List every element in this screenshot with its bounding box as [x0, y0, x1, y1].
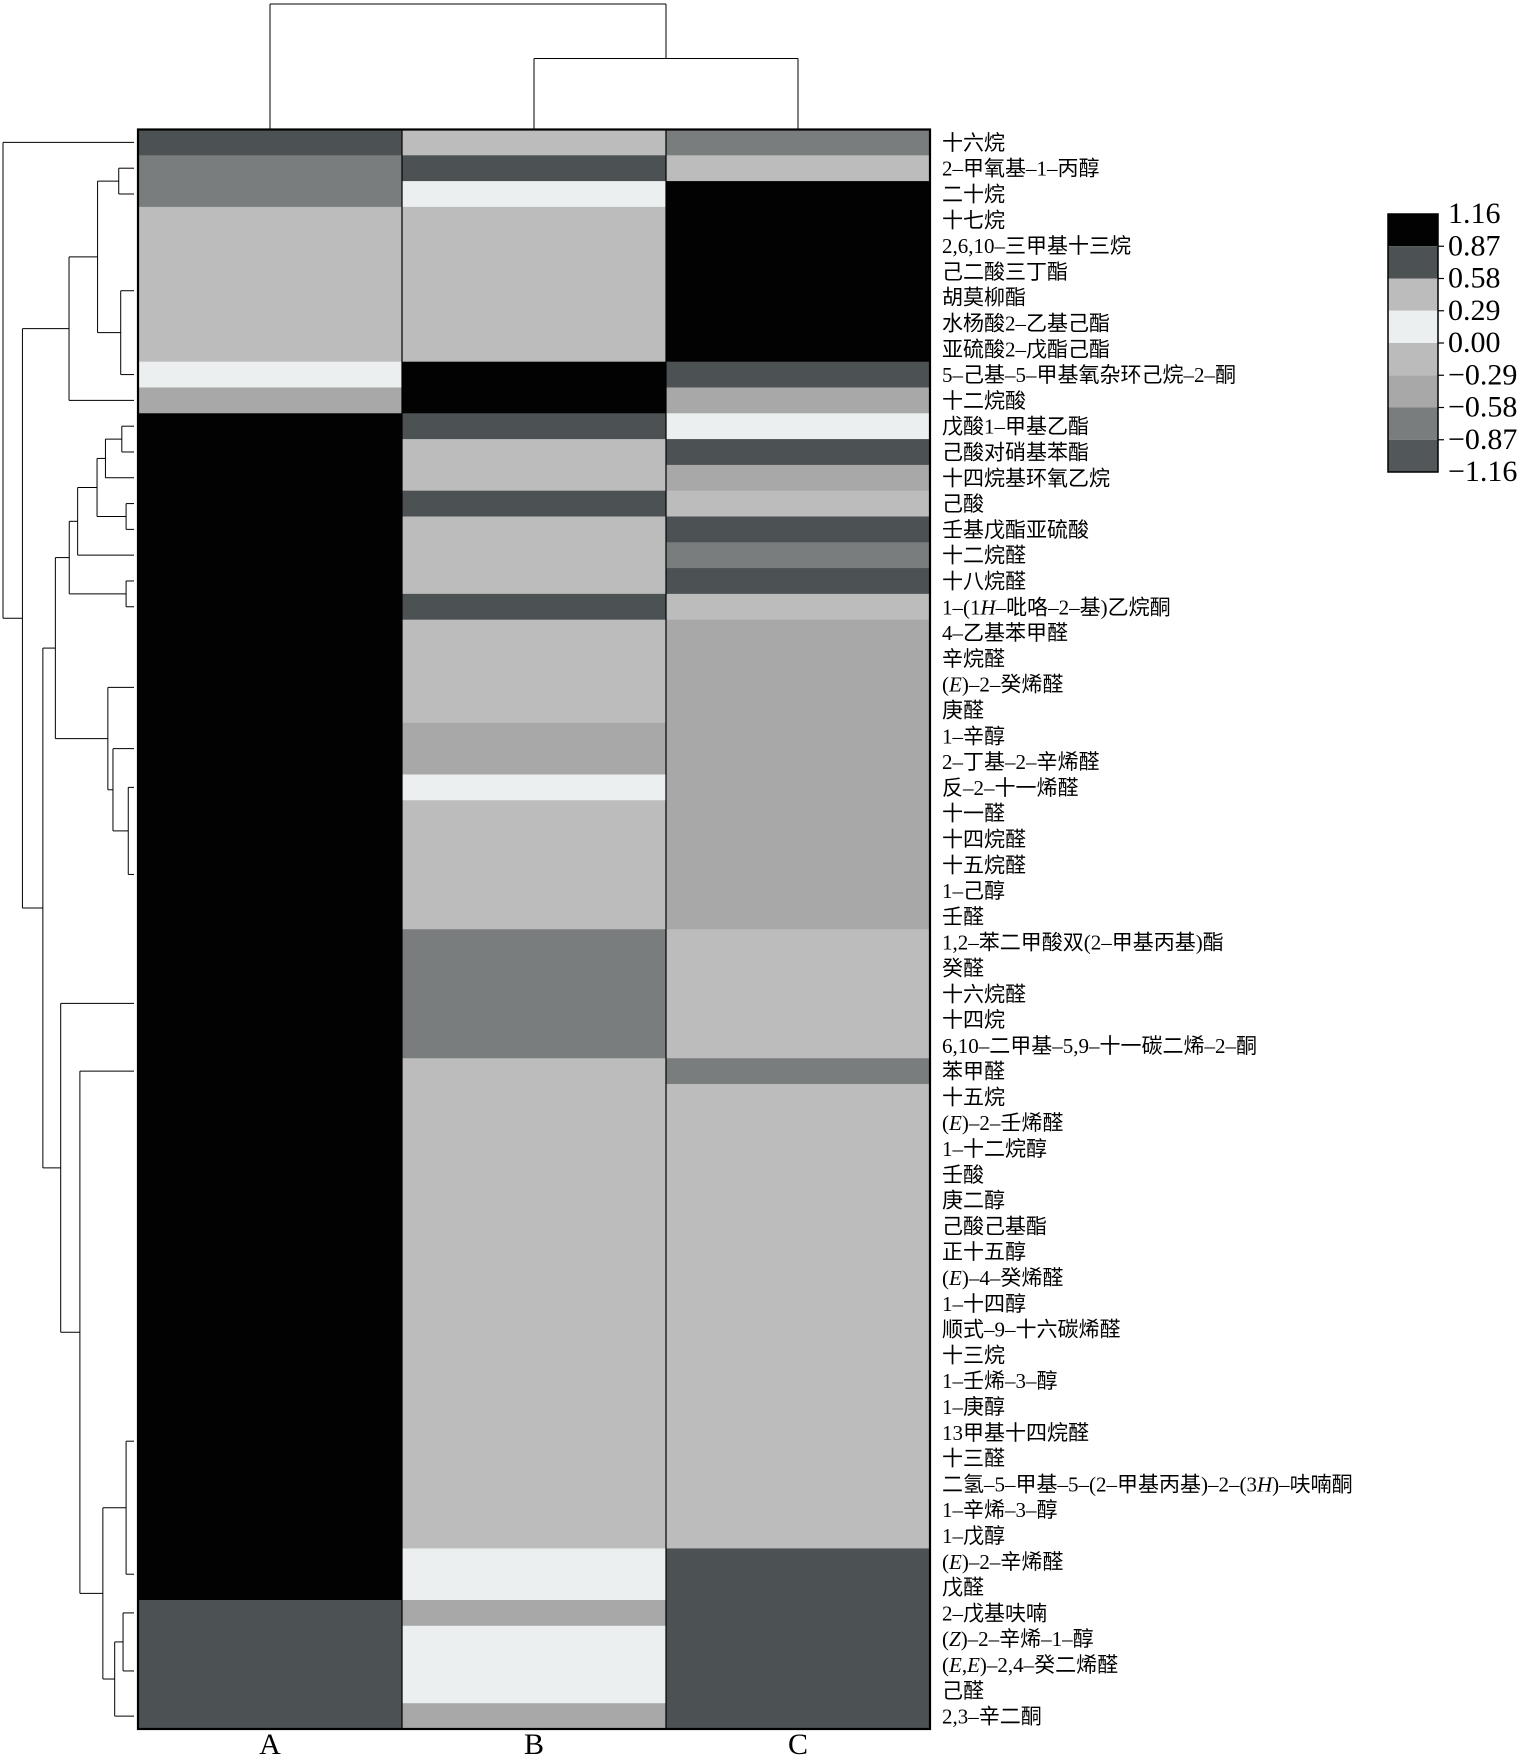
svg-text:十六烷醛: 十六烷醛: [942, 982, 1026, 1006]
svg-text:苯甲醛: 苯甲醛: [942, 1060, 1005, 1084]
svg-text:庚醛: 庚醛: [942, 698, 984, 722]
svg-text:胡莫柳酯: 胡莫柳酯: [942, 286, 1026, 310]
svg-text:−1.16: −1.16: [1448, 455, 1517, 488]
svg-text:1–戊醇: 1–戊醇: [942, 1524, 1005, 1548]
svg-text:C: C: [788, 1728, 808, 1761]
svg-text:(E)–4–癸烯醛: (E)–4–癸烯醛: [942, 1266, 1063, 1290]
svg-text:−0.87: −0.87: [1448, 423, 1517, 456]
svg-text:戊醛: 戊醛: [942, 1576, 984, 1600]
svg-text:二十烷: 二十烷: [942, 183, 1005, 207]
svg-text:A: A: [259, 1728, 281, 1761]
svg-text:0.58: 0.58: [1448, 262, 1501, 295]
svg-text:1–辛醇: 1–辛醇: [942, 724, 1005, 748]
svg-text:己酸己基酯: 己酸己基酯: [942, 1214, 1047, 1238]
svg-text:十八烷醛: 十八烷醛: [942, 569, 1026, 593]
svg-text:亚硫酸2–戊酯己酯: 亚硫酸2–戊酯己酯: [942, 337, 1110, 361]
svg-text:癸醛: 癸醛: [942, 956, 984, 980]
svg-text:壬酸: 壬酸: [942, 1163, 984, 1187]
svg-text:0.29: 0.29: [1448, 294, 1501, 327]
svg-text:1,2–苯二甲酸双(2–甲基丙基)酯: 1,2–苯二甲酸双(2–甲基丙基)酯: [942, 931, 1224, 955]
svg-text:B: B: [524, 1728, 544, 1761]
svg-text:1.16: 1.16: [1448, 197, 1501, 230]
svg-text:十四烷: 十四烷: [942, 1008, 1005, 1032]
svg-text:己酸: 己酸: [942, 492, 984, 516]
svg-text:十二烷酸: 十二烷酸: [942, 389, 1026, 413]
svg-text:十四烷醛: 十四烷醛: [942, 827, 1026, 851]
svg-text:十四烷基环氧乙烷: 十四烷基环氧乙烷: [942, 466, 1110, 490]
svg-text:二氢–5–甲基–5–(2–甲基丙基)–2–(3H)–呋喃酮: 二氢–5–甲基–5–(2–甲基丙基)–2–(3H)–呋喃酮: [942, 1472, 1353, 1496]
svg-text:6,10–二甲基–5,9–十一碳二烯–2–酮: 6,10–二甲基–5,9–十一碳二烯–2–酮: [942, 1034, 1257, 1058]
svg-text:(E)–2–辛烯醛: (E)–2–辛烯醛: [942, 1550, 1063, 1574]
svg-text:辛烷醛: 辛烷醛: [942, 647, 1005, 671]
svg-text:水杨酸2–乙基己酯: 水杨酸2–乙基己酯: [942, 311, 1110, 335]
svg-text:1–庚醇: 1–庚醇: [942, 1395, 1005, 1419]
svg-text:5–己基–5–甲基氧杂环己烷–2–酮: 5–己基–5–甲基氧杂环己烷–2–酮: [942, 363, 1236, 387]
svg-text:13甲基十四烷醛: 13甲基十四烷醛: [942, 1421, 1089, 1445]
svg-text:十二烷醛: 十二烷醛: [942, 544, 1026, 568]
svg-text:2–丁基–2–辛烯醛: 2–丁基–2–辛烯醛: [942, 750, 1100, 774]
svg-text:十一醛: 十一醛: [942, 802, 1005, 826]
svg-text:4–乙基苯甲醛: 4–乙基苯甲醛: [942, 621, 1068, 645]
svg-text:十六烷: 十六烷: [942, 131, 1005, 155]
svg-text:十三烷: 十三烷: [942, 1343, 1005, 1367]
svg-text:1–壬烯–3–醇: 1–壬烯–3–醇: [942, 1369, 1058, 1393]
svg-text:−0.58: −0.58: [1448, 391, 1517, 424]
svg-text:0.00: 0.00: [1448, 326, 1501, 359]
svg-text:−0.29: −0.29: [1448, 358, 1517, 391]
svg-text:庚二醇: 庚二醇: [942, 1189, 1005, 1213]
svg-text:2–甲氧基–1–丙醇: 2–甲氧基–1–丙醇: [942, 157, 1100, 181]
svg-text:1–己醇: 1–己醇: [942, 879, 1005, 903]
svg-text:1–十二烷醇: 1–十二烷醇: [942, 1137, 1047, 1161]
svg-text:壬醛: 壬醛: [942, 905, 984, 929]
svg-text:1–辛烯–3–醇: 1–辛烯–3–醇: [942, 1498, 1058, 1522]
svg-text:十三醛: 十三醛: [942, 1447, 1005, 1471]
svg-text:顺式–9–十六碳烯醛: 顺式–9–十六碳烯醛: [942, 1318, 1121, 1342]
svg-text:十五烷醛: 十五烷醛: [942, 853, 1026, 877]
svg-text:2,6,10–三甲基十三烷: 2,6,10–三甲基十三烷: [942, 234, 1131, 258]
svg-text:(E,E)–2,4–癸二烯醛: (E,E)–2,4–癸二烯醛: [942, 1653, 1118, 1677]
svg-text:2–戊基呋喃: 2–戊基呋喃: [942, 1601, 1047, 1625]
svg-text:壬基戊酯亚硫酸: 壬基戊酯亚硫酸: [942, 518, 1089, 542]
svg-text:1–(1H–吡咯–2–基)乙烷酮: 1–(1H–吡咯–2–基)乙烷酮: [942, 595, 1171, 619]
svg-text:己醛: 己醛: [942, 1679, 984, 1703]
svg-text:己酸对硝基苯酯: 己酸对硝基苯酯: [942, 440, 1089, 464]
svg-text:1–十四醇: 1–十四醇: [942, 1292, 1026, 1316]
svg-text:(E)–2–壬烯醛: (E)–2–壬烯醛: [942, 1111, 1063, 1135]
svg-text:反–2–十一烯醛: 反–2–十一烯醛: [942, 776, 1079, 800]
svg-text:十五烷: 十五烷: [942, 1085, 1005, 1109]
svg-text:正十五醇: 正十五醇: [942, 1240, 1026, 1264]
svg-text:戊酸1–甲基乙酯: 戊酸1–甲基乙酯: [942, 415, 1089, 439]
svg-text:(E)–2–癸烯醛: (E)–2–癸烯醛: [942, 673, 1063, 697]
svg-text:(Z)–2–辛烯–1–醇: (Z)–2–辛烯–1–醇: [942, 1627, 1094, 1651]
svg-text:己二酸三丁酯: 己二酸三丁酯: [942, 260, 1068, 284]
svg-text:0.87: 0.87: [1448, 229, 1501, 262]
svg-text:2,3–辛二酮: 2,3–辛二酮: [942, 1705, 1042, 1729]
svg-text:十七烷: 十七烷: [942, 208, 1005, 232]
